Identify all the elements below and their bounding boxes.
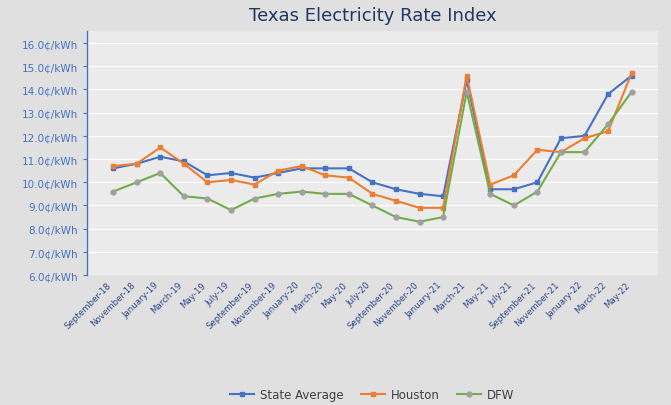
Title: Texas Electricity Rate Index: Texas Electricity Rate Index (248, 7, 497, 25)
Houston (557, 150, 565, 155)
State Average (415, 192, 423, 197)
State Average (298, 166, 306, 171)
State Average (462, 79, 470, 83)
DFW (415, 220, 423, 225)
DFW (533, 190, 541, 194)
State Average (250, 176, 258, 181)
DFW (627, 90, 635, 95)
Houston (109, 164, 117, 169)
State Average (510, 188, 518, 192)
Houston (274, 169, 282, 174)
State Average (580, 134, 588, 139)
State Average (203, 173, 211, 178)
DFW (580, 150, 588, 155)
DFW (321, 192, 329, 197)
State Average (156, 155, 164, 160)
State Average (274, 171, 282, 176)
Houston (627, 72, 635, 77)
Line: State Average: State Average (111, 74, 634, 199)
Houston (180, 162, 188, 167)
Houston (510, 173, 518, 178)
Line: Houston: Houston (111, 72, 634, 211)
DFW (133, 180, 141, 185)
Houston (203, 180, 211, 185)
Houston (462, 74, 470, 79)
State Average (439, 194, 447, 199)
Houston (321, 173, 329, 178)
DFW (109, 190, 117, 194)
Houston (156, 146, 164, 151)
Houston (439, 206, 447, 211)
Houston (415, 206, 423, 211)
Legend: State Average, Houston, DFW: State Average, Houston, DFW (225, 384, 519, 405)
Houston (298, 164, 306, 169)
State Average (321, 166, 329, 171)
DFW (368, 204, 376, 209)
State Average (227, 171, 235, 176)
DFW (510, 204, 518, 209)
DFW (250, 196, 258, 201)
DFW (557, 150, 565, 155)
DFW (462, 90, 470, 95)
DFW (298, 190, 306, 194)
State Average (133, 162, 141, 167)
Houston (604, 130, 612, 134)
DFW (203, 196, 211, 201)
DFW (439, 215, 447, 220)
State Average (109, 166, 117, 171)
State Average (627, 74, 635, 79)
State Average (345, 166, 353, 171)
Line: DFW: DFW (111, 90, 634, 225)
DFW (274, 192, 282, 197)
DFW (486, 192, 495, 197)
Houston (133, 162, 141, 167)
State Average (533, 180, 541, 185)
State Average (486, 188, 495, 192)
Houston (392, 199, 400, 204)
DFW (227, 208, 235, 213)
DFW (180, 194, 188, 199)
Houston (533, 148, 541, 153)
State Average (557, 136, 565, 141)
Houston (580, 136, 588, 141)
State Average (368, 180, 376, 185)
State Average (392, 188, 400, 192)
Houston (250, 183, 258, 188)
Houston (227, 178, 235, 183)
Houston (368, 192, 376, 197)
DFW (156, 171, 164, 176)
State Average (180, 160, 188, 164)
State Average (604, 92, 612, 97)
DFW (392, 215, 400, 220)
Houston (345, 176, 353, 181)
Houston (486, 183, 495, 188)
DFW (604, 123, 612, 128)
DFW (345, 192, 353, 197)
